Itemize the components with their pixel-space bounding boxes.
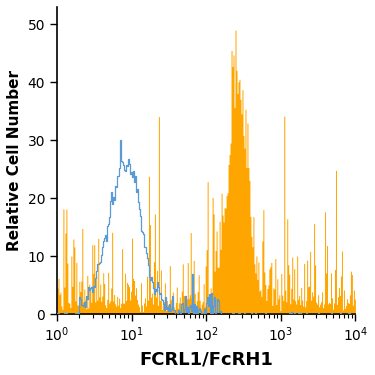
X-axis label: FCRL1/FcRH1: FCRL1/FcRH1 xyxy=(139,350,273,368)
Y-axis label: Relative Cell Number: Relative Cell Number xyxy=(7,70,22,251)
